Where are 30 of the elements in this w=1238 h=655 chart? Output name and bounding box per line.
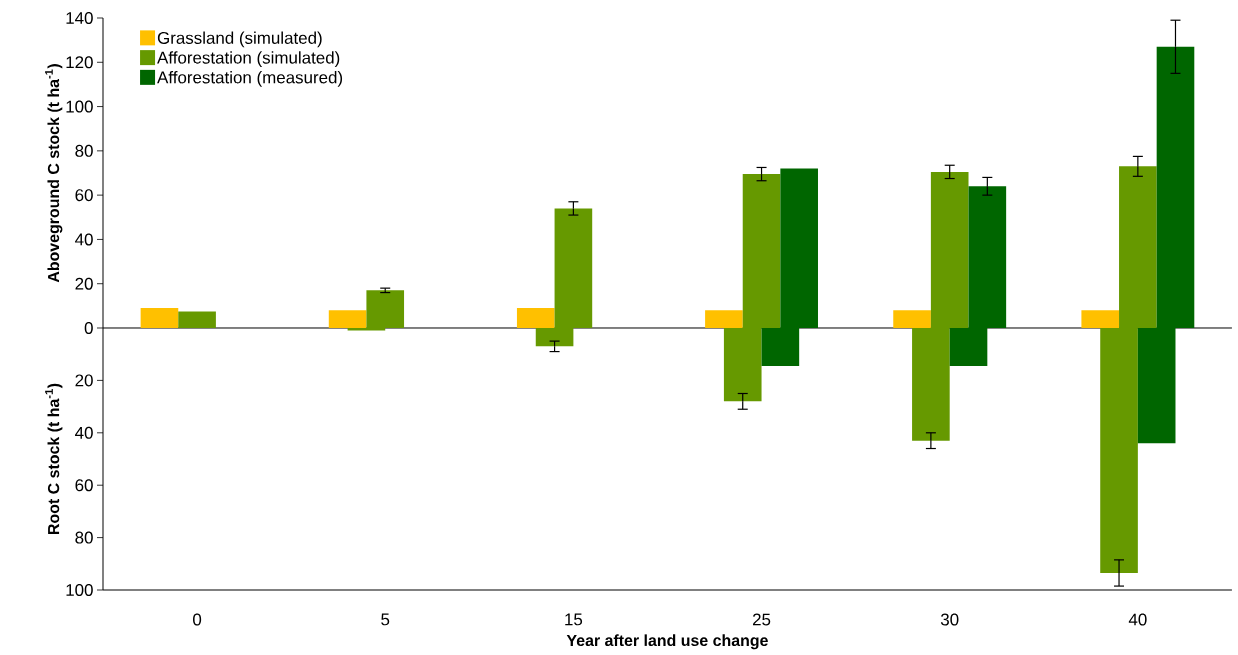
x-tick-label: 25 [752,613,771,626]
y-tick-label: 120 [66,56,93,69]
y-tick-label: 80 [75,531,93,544]
x-tick-label: 5 [381,613,390,626]
x-tick-label: 0 [193,613,202,626]
x-tick-label: 30 [940,613,959,626]
legend-label: Afforestation (simulated) [157,51,340,67]
y-tick-label: 0 [84,322,93,334]
y-tick-label: 60 [75,189,93,202]
y-axis-title: Root C stock (t ha$^{-1}$) [45,383,63,534]
x-tick-label: 15 [565,613,583,626]
legend-label: Grassland (simulated) [157,31,322,48]
x-tick-label: 40 [1128,613,1147,626]
bar [178,311,216,328]
y-axis-title: Aboveground C stock (t ha$^{-1}$) [45,64,63,283]
legend-label: Afforestation (measured) [157,70,343,87]
bar [1081,310,1120,328]
bar [705,310,743,328]
y-tick-label: 40 [75,233,93,246]
y-tick-label: 60 [75,479,93,492]
y-tick-label: 100 [66,584,93,596]
y-tick-label: 140 [66,12,93,24]
x-axis-title: Year after land use change [566,634,768,650]
y-tick-label: 20 [75,374,93,387]
y-tick-label: 40 [75,426,93,439]
bar [893,310,931,328]
bar [140,308,179,328]
y-tick-label: 100 [66,100,93,113]
y-tick-label: 80 [75,144,93,157]
y-tick-label: 20 [75,277,93,290]
